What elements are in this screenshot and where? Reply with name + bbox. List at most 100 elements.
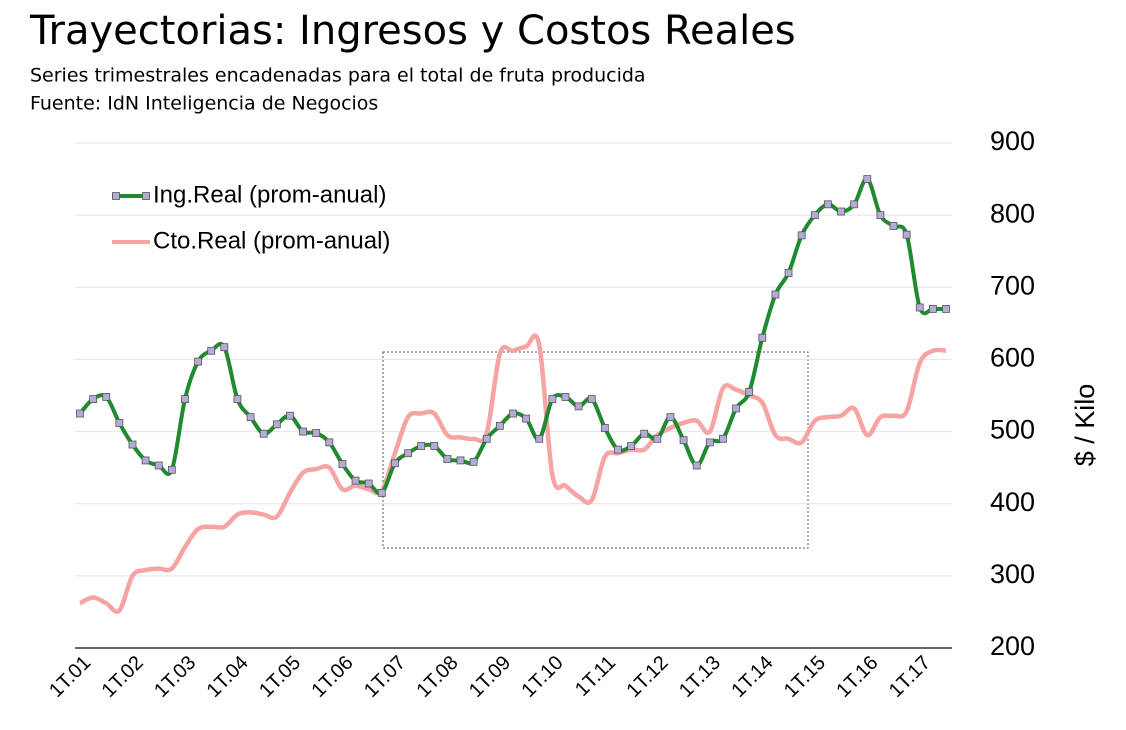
data-point [705, 438, 714, 447]
data-point [76, 409, 84, 418]
y-tick-label: 500 [990, 415, 1035, 445]
data-point [391, 459, 399, 468]
data-point [89, 395, 98, 404]
data-point [207, 346, 216, 355]
y-tick-label: 300 [990, 559, 1035, 589]
data-point [942, 305, 950, 313]
series-line [78, 177, 947, 496]
data-point [535, 434, 544, 443]
data-point [325, 438, 334, 447]
data-point [233, 395, 242, 404]
x-tick-label: 1T.12 [622, 652, 672, 702]
x-tick-label: 1T.02 [98, 652, 148, 702]
data-point [167, 465, 176, 474]
data-point [797, 231, 806, 240]
x-tick-label: 1T.04 [203, 652, 253, 702]
y-tick-label: 700 [990, 270, 1035, 300]
data-point [902, 230, 911, 239]
data-point [548, 395, 557, 404]
x-tick-label: 1T.14 [727, 652, 777, 702]
data-point [771, 290, 780, 299]
data-point [758, 333, 767, 342]
data-point [456, 456, 465, 465]
data-point [824, 200, 832, 209]
data-point [128, 440, 137, 449]
chart-subtitle: Series trimestrales encadenadas para el … [30, 65, 646, 87]
x-tick-label: 1T.08 [413, 652, 463, 702]
data-point [417, 442, 426, 450]
x-tick-label: 1T.05 [255, 652, 305, 702]
y-tick-label: 200 [990, 631, 1035, 661]
y-tick-label: 900 [990, 126, 1035, 156]
data-point [272, 420, 281, 429]
data-point [928, 305, 937, 313]
data-point [522, 414, 531, 423]
data-point [377, 488, 386, 497]
data-point [679, 436, 688, 445]
data-point [102, 393, 111, 401]
data-point [627, 442, 635, 450]
data-point [312, 429, 321, 437]
legend-label: Cto.Real (prom-anual) [153, 227, 390, 254]
data-point [614, 445, 622, 454]
data-point [482, 434, 491, 443]
data-point [587, 395, 596, 404]
data-point [404, 449, 412, 458]
x-tick-label: 1T.13 [675, 652, 725, 702]
data-point [915, 303, 924, 312]
data-point [299, 427, 307, 436]
data-point [810, 211, 819, 220]
data-point [220, 343, 229, 352]
data-point [784, 268, 793, 277]
data-point [837, 207, 845, 216]
series-line [78, 333, 947, 614]
x-tick-label: 1T.09 [465, 652, 515, 702]
data-point [719, 434, 727, 443]
data-point [430, 442, 439, 450]
y-tick-label: 400 [990, 487, 1035, 517]
data-point [666, 413, 675, 422]
x-tick-label: 1T.07 [360, 652, 410, 702]
legend-label: Ing.Real (prom-anual) [153, 181, 386, 208]
data-point [351, 476, 360, 485]
data-point [574, 402, 583, 411]
data-point [338, 460, 347, 468]
data-point [876, 211, 885, 220]
x-tick-label: 1T.10 [517, 652, 567, 702]
y-tick-label: 800 [990, 198, 1035, 228]
data-point [154, 461, 163, 470]
x-tick-label: 1T.15 [780, 652, 830, 702]
data-point [732, 404, 740, 413]
data-point [509, 409, 517, 418]
data-point [692, 461, 701, 470]
legend-marker [142, 192, 150, 200]
chart-title: Trayectorias: Ingresos y Costos Reales [29, 8, 796, 54]
data-point [850, 200, 859, 209]
data-point [443, 455, 452, 463]
data-point [194, 357, 202, 366]
data-point [286, 411, 294, 420]
data-point [640, 429, 649, 438]
data-point [653, 434, 662, 443]
data-point [561, 393, 570, 401]
data-point [600, 424, 609, 432]
data-point [259, 429, 268, 438]
highlight-box [382, 351, 809, 549]
x-tick-label: 1T.11 [571, 652, 620, 701]
data-point [141, 456, 150, 465]
data-point [469, 457, 478, 466]
data-point [889, 222, 898, 230]
data-point [364, 479, 373, 488]
x-tick-label: 1T.03 [150, 652, 200, 702]
data-point [181, 395, 189, 404]
data-point [246, 413, 255, 422]
x-tick-label: 1T.01 [45, 652, 95, 702]
data-point [863, 175, 872, 183]
x-tick-label: 1T.06 [308, 652, 358, 702]
data-point [745, 387, 754, 396]
data-point [115, 419, 124, 427]
chart-source: Fuente: IdN Inteligencia de Negocios [30, 93, 378, 115]
data-point [495, 421, 504, 430]
y-axis-label: $ / Kilo [1070, 384, 1100, 467]
